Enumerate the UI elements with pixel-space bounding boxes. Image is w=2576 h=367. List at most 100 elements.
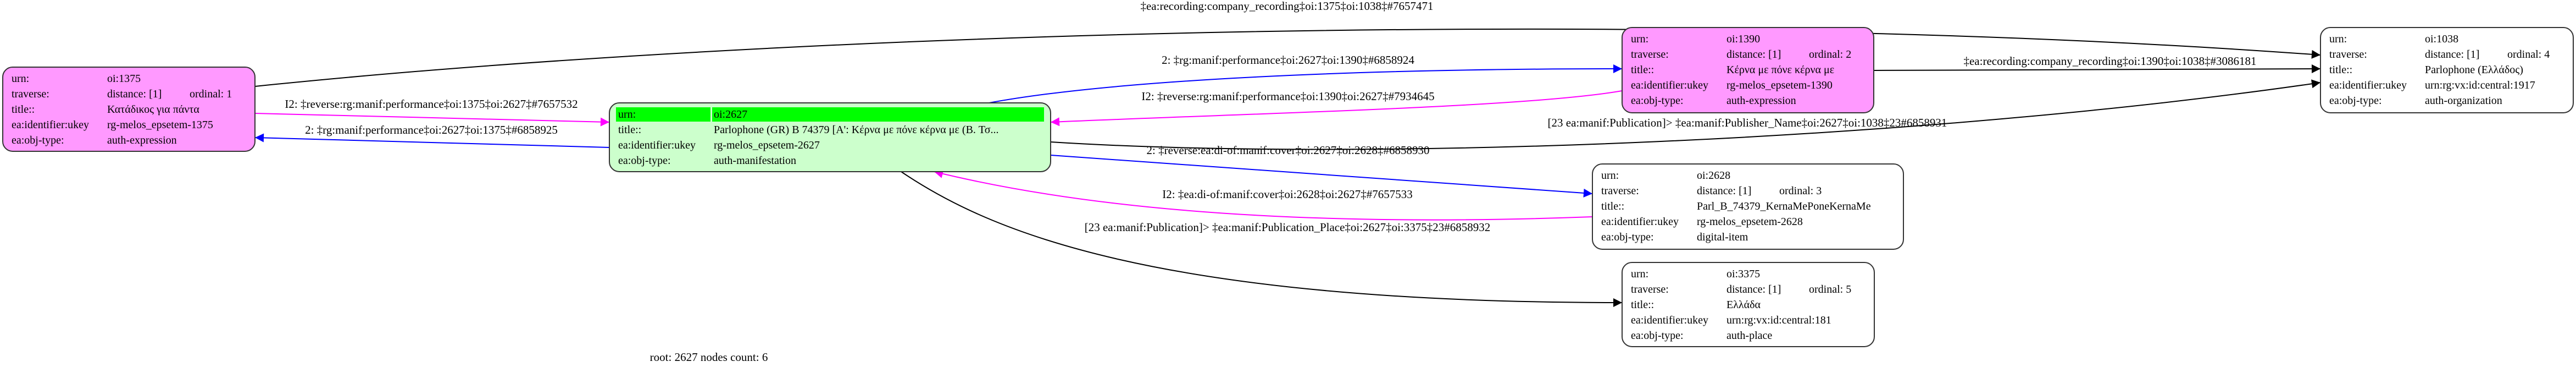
node-field-value: oi:3375 [1726,268,1760,280]
node-1038[interactable]: urn: oi:1038 traverse: distance: [1] ordinal… [2320,27,2574,113]
node-field-value: oi:1038 [2425,33,2458,45]
edge-label: [23 ea:manif:Publication]> ‡ea:manif:Pub… [1548,116,1947,129]
node-field-key: title:: [2329,64,2352,76]
node-1375[interactable]: urn: oi:1375 traverse: distance: [1] ordinal… [2,67,256,152]
node-field-value: distance: [1] [2425,48,2479,61]
node-field-value: oi:2627 [714,108,747,120]
node-box [1592,163,1904,250]
edge-label: I2: ‡reverse:rg:manif:performance‡oi:139… [1141,90,1434,103]
node-field-value: oi:2628 [1697,169,1730,182]
node-field-key: traverse: [2329,48,2367,61]
node-field-key: ea:identifier:ukey [12,119,89,131]
node-field-key: urn: [2329,33,2347,45]
node-field-key: title:: [1631,64,1654,76]
node-field-key: ea:identifier:ukey [618,139,696,151]
footer-status: root: 2627 nodes count: 6 [650,350,768,364]
edge-line [1050,79,2321,150]
edge-1375-to-1038[interactable]: ‡ea:recording:company_recording‡oi:1375‡… [254,0,2321,87]
node-field-ordinal: ordinal: 5 [1809,283,1851,295]
node-box [1622,262,1875,347]
node-field-value: auth-organization [2425,95,2502,107]
node-header-value-bg [712,107,1044,122]
edge-label: [23 ea:manif:Publication]> ‡ea:manif:Pub… [1085,221,1491,234]
node-3375[interactable]: urn: oi:3375 traverse: distance: [1] ordinal… [1622,262,1875,347]
node-field-ordinal: ordinal: 1 [190,88,232,100]
node-field-value: Parl_B_74379_KernaMePoneKernaMe [1697,200,1871,212]
edge-2627-to-1375[interactable]: 2: ‡rg:manif:performance‡oi:2627‡oi:1375… [254,123,610,148]
node-field-key: ea:identifier:ukey [1601,216,1679,228]
edge-label: ‡ea:recording:company_recording‡oi:1375‡… [1140,0,1433,13]
edge-label: I2: ‡ea:di-of:manif:cover‡oi:2628‡oi:262… [1162,188,1413,201]
node-field-key: ea:obj-type: [1631,95,1684,107]
node-field-key: ea:identifier:ukey [1631,79,1708,91]
node-box [1622,27,1874,113]
edge-line [934,169,1593,221]
edge-line [1050,90,1623,127]
edge-line [901,171,1623,307]
edge-1390-to-2627[interactable]: I2: ‡reverse:rg:manif:performance‡oi:139… [1050,90,1623,127]
node-field-key: ea:identifier:ukey [1631,314,1708,326]
nodes-layer: urn: oi:1375 traverse: distance: [1] ordinal… [2,27,2574,347]
node-field-key: ea:identifier:ukey [2329,79,2407,91]
edge-label: ‡ea:recording:company_recording‡oi:1390‡… [1963,54,2256,68]
node-field-value: Κατάδικος για πάντα [107,103,199,116]
node-field-key: ea:obj-type: [1601,231,1654,243]
node-field-key: ea:obj-type: [2329,95,2382,107]
edge-label: I2: ‡reverse:rg:manif:performance‡oi:137… [285,97,578,111]
node-field-value: urn:rg:vx:id:central:181 [1726,314,1831,326]
node-2628[interactable]: urn: oi:2628 traverse: distance: [1] ordinal… [1592,163,1904,250]
node-field-value: auth-expression [1726,95,1796,107]
node-field-key: urn: [12,73,29,85]
edge-label: 2: ‡rg:manif:performance‡oi:2627‡oi:1390… [1162,53,1414,67]
edge-1390-to-1038[interactable]: ‡ea:recording:company_recording‡oi:1390‡… [1873,54,2321,74]
node-field-value: distance: [1] [107,88,162,100]
node-field-value: Κέρνα με πόνε κέρνα με [1726,64,1834,76]
node-field-ordinal: ordinal: 4 [2507,48,2550,61]
node-field-key: traverse: [12,88,49,100]
node-field-value: oi:1390 [1726,33,1760,45]
edge-line [254,113,610,127]
node-field-key: title:: [1601,200,1624,212]
node-field-value: auth-manifestation [714,155,796,167]
node-header-key-bg [616,107,710,122]
node-field-value: Parlophone (GR) B 74379 [A': Κέρνα με πό… [714,124,999,136]
node-field-value: oi:1375 [107,73,141,85]
node-field-key: title:: [1631,299,1654,311]
node-field-value: rg-melos_epsetem-2628 [1697,216,1803,228]
node-field-ordinal: ordinal: 3 [1779,185,1822,197]
edge-2627-to-1038[interactable]: [23 ea:manif:Publication]> ‡ea:manif:Pub… [1050,79,2321,150]
node-field-value: rg-melos_epsetem-1390 [1726,79,1833,91]
node-field-value: rg-melos_epsetem-2627 [714,139,820,151]
node-field-value: digital-item [1697,231,1748,243]
node-field-value: auth-expression [107,134,177,146]
node-field-key: title:: [618,124,641,136]
edge-line [989,64,1623,103]
node-field-key: urn: [1601,169,1619,182]
node-field-value: distance: [1] [1697,185,1751,197]
edge-1375-to-2627[interactable]: I2: ‡reverse:rg:manif:performance‡oi:137… [254,97,610,127]
edge-2627-to-2628[interactable]: 2: ‡reverse:ea:di-of:manif:cover‡oi:2627… [1050,144,1593,198]
node-field-ordinal: ordinal: 2 [1809,48,1851,61]
edge-2628-to-2627[interactable]: I2: ‡ea:di-of:manif:cover‡oi:2628‡oi:262… [934,169,1593,221]
node-field-value: Parlophone (Ελλάδος) [2425,64,2523,76]
node-field-value: Ελλάδα [1726,299,1761,311]
edge-2627-to-1390[interactable]: 2: ‡rg:manif:performance‡oi:2627‡oi:1390… [989,53,1623,103]
edge-line [1050,155,1593,198]
node-field-key: ea:obj-type: [618,155,671,167]
node-box [2,67,256,152]
node-field-key: urn: [1631,33,1648,45]
edge-label: 2: ‡reverse:ea:di-of:manif:cover‡oi:2627… [1147,144,1430,157]
node-field-key: title:: [12,103,35,116]
node-field-value: distance: [1] [1726,283,1781,295]
node-field-value: rg-melos_epsetem-1375 [107,119,213,131]
node-field-value: distance: [1] [1726,48,1781,61]
edge-line [254,28,2321,87]
edge-line [254,133,610,148]
edge-2627-to-3375[interactable]: [23 ea:manif:Publication]> ‡ea:manif:Pub… [901,171,1623,307]
edge-label: 2: ‡rg:manif:performance‡oi:2627‡oi:1375… [305,123,558,136]
edges-layer: ‡ea:recording:company_recording‡oi:1375‡… [254,0,2321,307]
node-field-key: ea:obj-type: [1631,330,1684,342]
node-1390[interactable]: urn: oi:1390 traverse: distance: [1] ordinal… [1622,27,1874,113]
